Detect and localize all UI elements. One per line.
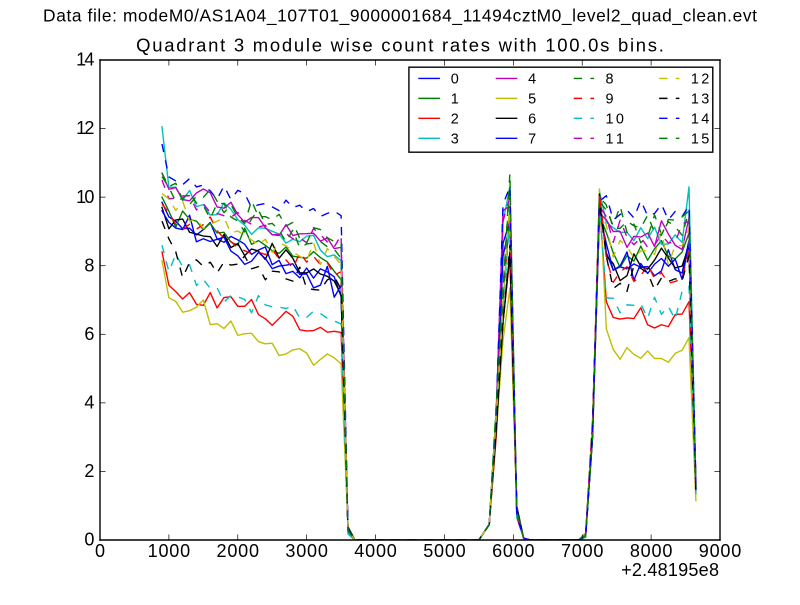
svg-text:0: 0 [84, 530, 94, 550]
svg-text:5000: 5000 [423, 541, 466, 561]
svg-text:2000: 2000 [217, 541, 260, 561]
svg-text:4000: 4000 [354, 541, 397, 561]
svg-text:1: 1 [451, 91, 459, 107]
svg-text:6: 6 [84, 324, 94, 344]
svg-text:3: 3 [451, 131, 459, 147]
svg-text:8: 8 [84, 255, 94, 275]
svg-text:5: 5 [528, 91, 536, 107]
svg-text:2: 2 [451, 111, 459, 127]
svg-text:3000: 3000 [285, 541, 328, 561]
svg-text:8: 8 [606, 71, 614, 87]
svg-text:8000: 8000 [630, 541, 673, 561]
svg-text:+2.48195e8: +2.48195e8 [621, 560, 719, 580]
svg-text:4: 4 [528, 71, 536, 87]
svg-text:6: 6 [528, 111, 536, 127]
svg-text:7000: 7000 [561, 541, 604, 561]
svg-text:9000: 9000 [699, 541, 742, 561]
svg-text:1000: 1000 [148, 541, 191, 561]
svg-text:9: 9 [606, 91, 614, 107]
svg-text:4: 4 [84, 393, 94, 413]
svg-text:10: 10 [76, 187, 94, 207]
svg-text:0: 0 [95, 541, 105, 561]
svg-text:2: 2 [84, 461, 94, 481]
svg-text:6000: 6000 [492, 541, 535, 561]
svg-text:Data file: modeM0/AS1A04_107T0: Data file: modeM0/AS1A04_107T01_90000016… [43, 6, 757, 26]
svg-text:12: 12 [76, 118, 94, 138]
svg-text:Quadrant 3 module wise count r: Quadrant 3 module wise count rates with … [136, 35, 664, 56]
svg-text:0: 0 [451, 71, 459, 87]
svg-text:14: 14 [76, 50, 94, 70]
svg-text:7: 7 [528, 131, 536, 147]
